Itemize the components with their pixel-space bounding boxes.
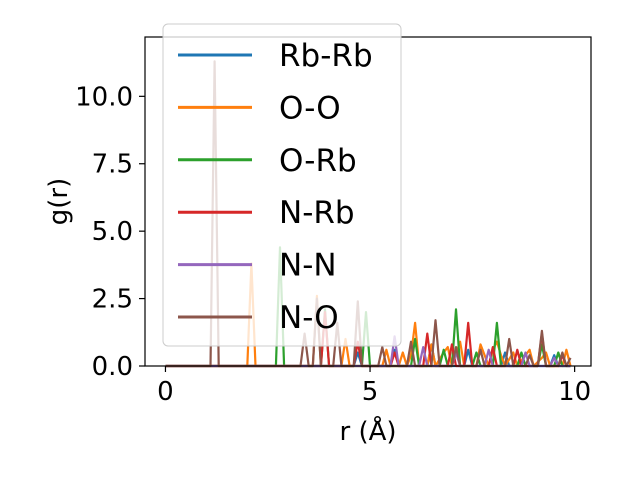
y-axis-ticks: 0.0 2.5 5.0 7.5 10.0 (75, 82, 145, 382)
x-axis-label: r (Å) (339, 415, 396, 447)
legend-label: O-O (279, 90, 341, 126)
y-tick-label: 5.0 (92, 217, 133, 247)
y-axis-label: g(r) (44, 178, 74, 225)
y-tick-label: 7.5 (92, 150, 133, 180)
legend: Rb-Rb O-O O-Rb N-Rb N-N N-O (162, 23, 402, 347)
x-axis-ticks: 0 5 10 (157, 366, 591, 407)
legend-label: Rb-Rb (279, 38, 373, 74)
legend-label: N-Rb (279, 195, 355, 231)
x-tick-label: 5 (362, 377, 379, 407)
legend-label: N-N (279, 248, 337, 284)
y-tick-label: 2.5 (92, 285, 133, 315)
x-tick-label: 0 (157, 377, 174, 407)
legend-label: O-Rb (279, 143, 357, 179)
series-line-o-o (165, 262, 572, 368)
y-tick-label: 10.0 (75, 82, 133, 112)
x-tick-label: 10 (558, 377, 591, 407)
legend-label: N-O (279, 300, 339, 336)
y-tick-label: 0.0 (92, 352, 133, 382)
